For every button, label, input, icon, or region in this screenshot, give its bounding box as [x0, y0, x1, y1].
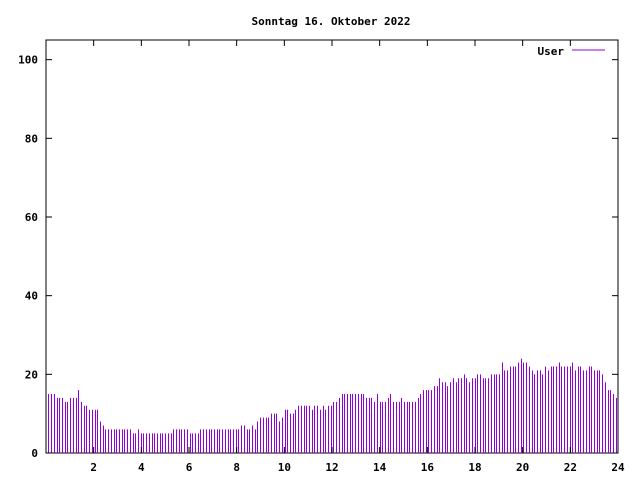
x-tick-label-4: 10 [278, 461, 291, 474]
legend-label-user: User [538, 45, 565, 58]
x-tick-label-5: 12 [325, 461, 338, 474]
chart-title: Sonntag 16. Oktober 2022 [252, 15, 411, 28]
x-tick-label-11: 24 [611, 461, 625, 474]
x-tick-label-3: 8 [233, 461, 240, 474]
y-tick-label-4: 80 [25, 132, 38, 145]
y-tick-label-3: 60 [25, 211, 38, 224]
x-tick-label-6: 14 [373, 461, 387, 474]
x-tick-label-8: 18 [468, 461, 481, 474]
y-tick-label-5: 100 [18, 54, 38, 67]
x-tick-label-2: 6 [186, 461, 193, 474]
x-tick-label-7: 16 [421, 461, 435, 474]
x-tick-label-10: 22 [564, 461, 577, 474]
x-tick-label-0: 2 [90, 461, 97, 474]
y-tick-label-2: 40 [25, 290, 38, 303]
x-tick-label-9: 20 [516, 461, 529, 474]
bar-series-user [48, 358, 617, 453]
y-tick-label-1: 20 [25, 368, 38, 381]
legend: User [538, 45, 605, 58]
y-tick-label-0: 0 [31, 447, 38, 460]
x-tick-label-1: 4 [138, 461, 145, 474]
